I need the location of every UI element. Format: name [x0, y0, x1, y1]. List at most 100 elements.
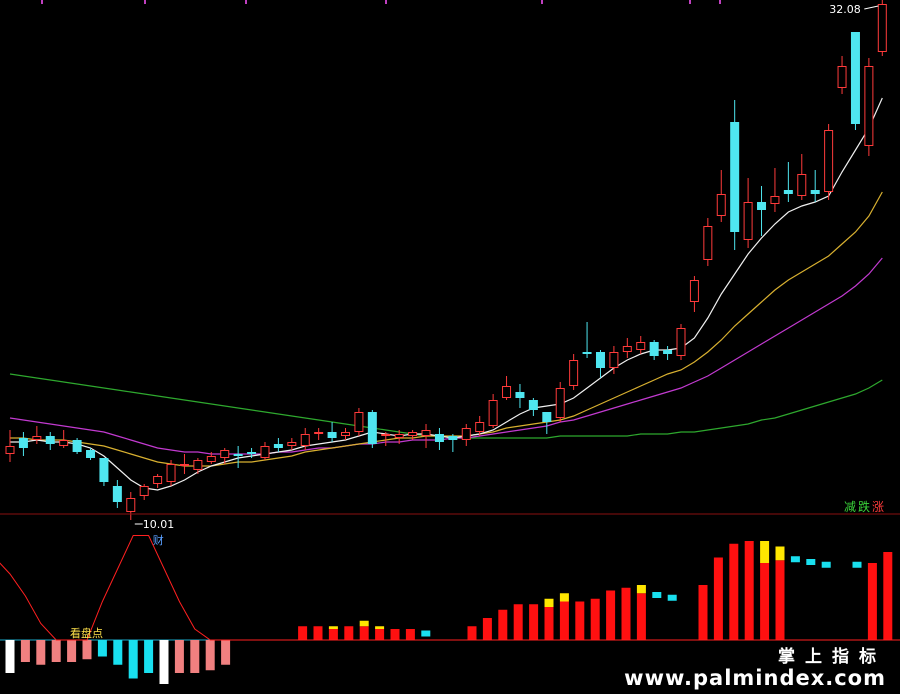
candle-2 [32, 426, 42, 444]
candle-body [434, 434, 444, 442]
candle-body [300, 434, 310, 446]
candle-39 [528, 398, 538, 416]
candle-body [341, 432, 350, 436]
indicator-line-path [0, 535, 900, 641]
candle-15 [206, 452, 216, 464]
indicator-bar-16 [313, 626, 323, 640]
candle-body [595, 352, 605, 368]
candle-body [408, 432, 418, 436]
indicator-bar-33 [606, 590, 616, 640]
candle-37 [502, 376, 512, 400]
candle-body [824, 130, 834, 192]
indicator-bar-29 [544, 607, 554, 640]
candle-body [367, 412, 377, 444]
indicator-bar-43 [775, 560, 785, 640]
indicator-bar-44 [790, 556, 800, 563]
indicator-bar-32 [590, 598, 600, 640]
candle-23 [314, 428, 324, 440]
candle-24 [327, 422, 337, 442]
candle-56 [757, 186, 767, 236]
candle-body [233, 454, 243, 456]
candle-body [354, 412, 364, 432]
candle-body [153, 476, 163, 484]
low-price-label: 10.01 [143, 518, 175, 531]
candle-51 [689, 276, 699, 312]
candle-body [448, 436, 458, 440]
candle-body [877, 4, 887, 52]
candle-body [555, 388, 565, 418]
candle-36 [488, 394, 498, 428]
indicator-bar-31 [575, 601, 585, 640]
candle-body [528, 400, 538, 410]
candle-3 [45, 432, 55, 450]
candle-body [569, 360, 579, 386]
ma-green-line [9, 373, 883, 439]
candle-9 [126, 492, 136, 520]
indicator-bar-13 [205, 640, 215, 671]
candle-body [112, 486, 122, 502]
candle-body [716, 194, 726, 216]
candle-11 [153, 474, 163, 488]
ma-white-line [10, 97, 883, 491]
indicator-bar-top-20 [375, 626, 385, 629]
watermark-cn: 掌上指标 [778, 647, 886, 668]
candle-body [72, 440, 82, 452]
indicator-bar-top-42 [760, 541, 770, 563]
candle-49 [663, 346, 673, 360]
candle-25 [341, 428, 350, 440]
high-price-label: 32.08 [829, 3, 861, 16]
candle-58 [783, 162, 793, 202]
candle-body [461, 428, 471, 440]
candle-61 [824, 124, 834, 200]
watermark: 掌上指标 www.palmindex.com [624, 648, 886, 690]
indicator-bar-38 [698, 585, 708, 640]
candle-body [220, 450, 230, 458]
candle-body [5, 446, 15, 454]
indicator-bar-24 [467, 626, 477, 640]
candle-body [837, 66, 847, 88]
candle-body [757, 202, 767, 210]
candle-7 [99, 458, 109, 486]
candle-43 [582, 322, 592, 358]
candle-6 [86, 448, 96, 460]
candle-body [273, 444, 283, 448]
candle-body [515, 392, 525, 398]
indicator-bar-17 [328, 629, 338, 640]
candle-53 [716, 170, 726, 222]
candle-46 [622, 338, 632, 358]
indicator-bar-20 [375, 629, 385, 640]
legend-item-1: 跌 [857, 500, 870, 514]
indicator-bar-39 [713, 557, 723, 640]
candle-body [810, 190, 820, 194]
indicator-line [0, 535, 900, 641]
candle-body [663, 350, 673, 354]
candle-0 [5, 430, 15, 462]
indicator-bar-8 [128, 640, 138, 679]
candle-body [850, 32, 860, 124]
candle-12 [166, 460, 176, 486]
candle-28 [381, 432, 391, 446]
candle-body [18, 438, 28, 448]
candle-38 [515, 384, 525, 408]
indicator-bar-40 [729, 543, 739, 640]
candle-31 [421, 424, 431, 448]
indicator-bar-21 [390, 629, 400, 640]
moving-average-lines [9, 97, 883, 491]
indicator-bar-48 [867, 563, 877, 640]
candle-body [247, 452, 257, 454]
candle-body [381, 434, 391, 436]
candle-body [166, 464, 176, 482]
candle-32 [434, 428, 444, 450]
candle-body [86, 450, 96, 458]
candle-body [703, 226, 713, 260]
indicator-bar-11 [174, 640, 184, 673]
legend-item-2: 涨 [871, 500, 884, 514]
indicator-bar-2 [36, 640, 46, 665]
indicator-bar-46 [821, 561, 831, 568]
candle-52 [703, 218, 713, 266]
candle-8 [112, 480, 122, 508]
candle-body [783, 190, 793, 194]
candle-body [582, 352, 592, 354]
top-ticks [41, 0, 721, 4]
indicator-bar-14 [221, 640, 231, 665]
